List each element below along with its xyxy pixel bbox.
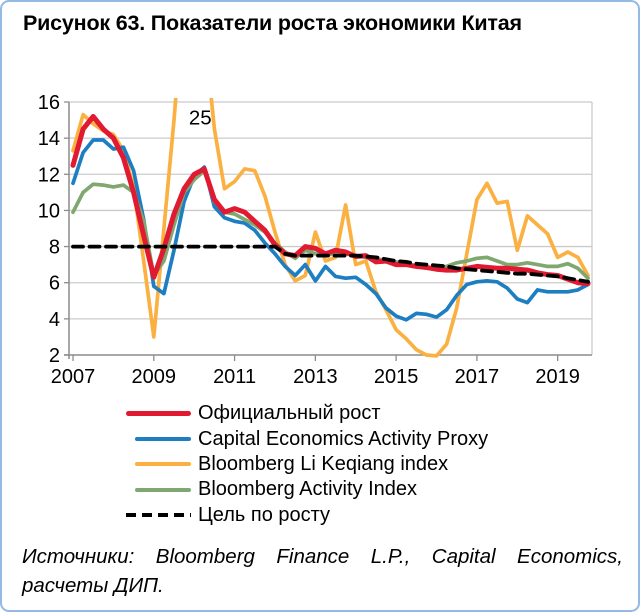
series-line-bloomberg-li-keqiang-index: [71, 98, 590, 358]
figure-title: Рисунок 63. Показатели роста экономики К…: [23, 11, 522, 35]
annotation-25: 25: [189, 107, 212, 130]
legend-item-official-growth: Официальный рост: [126, 401, 488, 426]
legend-item-bloomberg-activity: Bloomberg Activity Index: [126, 477, 488, 502]
chart-legend: Официальный рост Capital Economics Activ…: [126, 401, 488, 528]
legend-label: Bloomberg Li Keqiang index: [198, 452, 449, 475]
legend-label: Bloomberg Activity Index: [198, 478, 417, 501]
legend-swatch-official-growth: [126, 410, 191, 417]
series-line-growth-target: [71, 244, 590, 284]
source-line-2: расчеты ДИП.: [22, 574, 164, 597]
y-tick-label: 8: [49, 237, 60, 259]
x-tick-label: 2013: [293, 366, 338, 388]
x-tick-label: 2011: [213, 366, 256, 388]
legend-label: Capital Economics Activity Proxy: [198, 427, 489, 450]
legend-swatch-growth-target: [126, 513, 191, 518]
legend-label: Цель по росту: [198, 503, 331, 526]
source-note: Источники: Bloomberg Finance L.P., Capit…: [22, 542, 623, 600]
y-tick-label: 4: [49, 309, 60, 331]
y-tick-label: 2: [49, 345, 60, 367]
legend-swatch-bloomberg-activity: [126, 487, 191, 492]
x-tick-label: 2015: [374, 366, 419, 388]
legend-item-growth-target: Цель по росту: [126, 503, 488, 528]
legend-swatch-li-keqiang: [126, 462, 191, 467]
y-tick-label: 16: [38, 92, 60, 114]
y-tick-label: 6: [49, 273, 60, 295]
legend-label: Официальный рост: [198, 402, 381, 425]
legend-item-capital-economics: Capital Economics Activity Proxy: [126, 426, 488, 451]
legend-item-li-keqiang: Bloomberg Li Keqiang index: [126, 452, 488, 477]
x-tick-label: 2007: [51, 366, 96, 388]
x-tick-label: 2017: [455, 366, 500, 388]
series-line-capital-economics-activity-proxy: [71, 138, 590, 322]
series-line-official-growth: [70, 114, 591, 287]
y-tick-label: 14: [38, 128, 60, 150]
legend-swatch-capital-economics: [126, 437, 191, 442]
x-tick-label: 2009: [132, 366, 177, 388]
source-line-1: Источники: Bloomberg Finance L.P., Capit…: [22, 545, 623, 568]
y-tick-label: 12: [38, 164, 60, 186]
x-tick-label: 2019: [535, 366, 580, 388]
y-tick-label: 10: [38, 200, 60, 222]
